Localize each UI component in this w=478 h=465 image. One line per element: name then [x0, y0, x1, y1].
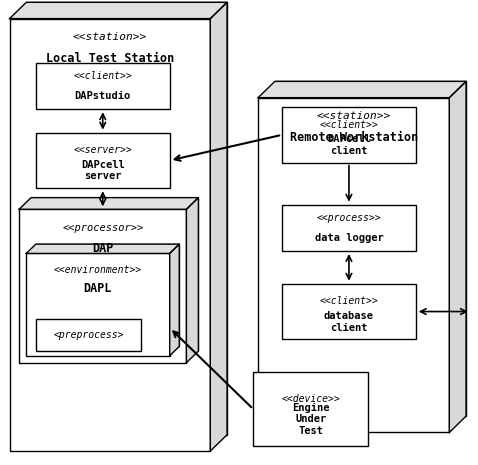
FancyBboxPatch shape: [10, 19, 210, 451]
Text: database
client: database client: [324, 311, 374, 332]
FancyBboxPatch shape: [253, 372, 368, 446]
FancyBboxPatch shape: [282, 107, 416, 163]
Text: data logger: data logger: [315, 233, 383, 243]
Text: <<server>>: <<server>>: [74, 145, 132, 155]
Text: <<station>>: <<station>>: [73, 32, 147, 42]
FancyBboxPatch shape: [36, 244, 179, 346]
Text: <<client>>: <<client>>: [320, 120, 378, 130]
Text: <<station>>: <<station>>: [316, 111, 391, 121]
Polygon shape: [210, 2, 227, 451]
Text: DAPcell
client: DAPcell client: [327, 134, 371, 156]
FancyBboxPatch shape: [31, 198, 198, 351]
Text: <<device>>: <<device>>: [282, 394, 340, 404]
FancyBboxPatch shape: [275, 81, 466, 416]
Text: DAPstudio: DAPstudio: [75, 91, 131, 101]
Polygon shape: [170, 244, 179, 356]
Polygon shape: [19, 198, 198, 209]
Text: <<processor>>: <<processor>>: [62, 223, 143, 233]
Text: <<client>>: <<client>>: [320, 296, 378, 306]
FancyBboxPatch shape: [36, 133, 170, 188]
FancyBboxPatch shape: [258, 98, 449, 432]
Text: <preprocess>: <preprocess>: [53, 330, 124, 340]
FancyBboxPatch shape: [282, 205, 416, 251]
FancyBboxPatch shape: [26, 253, 170, 356]
Text: <<environment>>: <<environment>>: [54, 265, 142, 275]
FancyBboxPatch shape: [36, 63, 170, 109]
FancyBboxPatch shape: [19, 209, 186, 363]
Text: DAPL: DAPL: [84, 282, 112, 295]
Text: Engine
Under
Test: Engine Under Test: [292, 403, 329, 436]
Polygon shape: [10, 2, 227, 19]
FancyBboxPatch shape: [282, 284, 416, 339]
FancyBboxPatch shape: [26, 2, 227, 435]
Polygon shape: [26, 244, 179, 253]
Polygon shape: [186, 198, 198, 363]
FancyBboxPatch shape: [36, 319, 141, 351]
Text: <<process>>: <<process>>: [316, 213, 381, 223]
Text: DAP: DAP: [92, 242, 113, 255]
Text: Remote Workstation: Remote Workstation: [290, 131, 418, 144]
Text: DAPcell
server: DAPcell server: [81, 160, 125, 181]
Polygon shape: [449, 81, 466, 432]
Text: Local Test Station: Local Test Station: [46, 52, 174, 65]
Text: <<client>>: <<client>>: [74, 71, 132, 81]
Polygon shape: [258, 81, 466, 98]
